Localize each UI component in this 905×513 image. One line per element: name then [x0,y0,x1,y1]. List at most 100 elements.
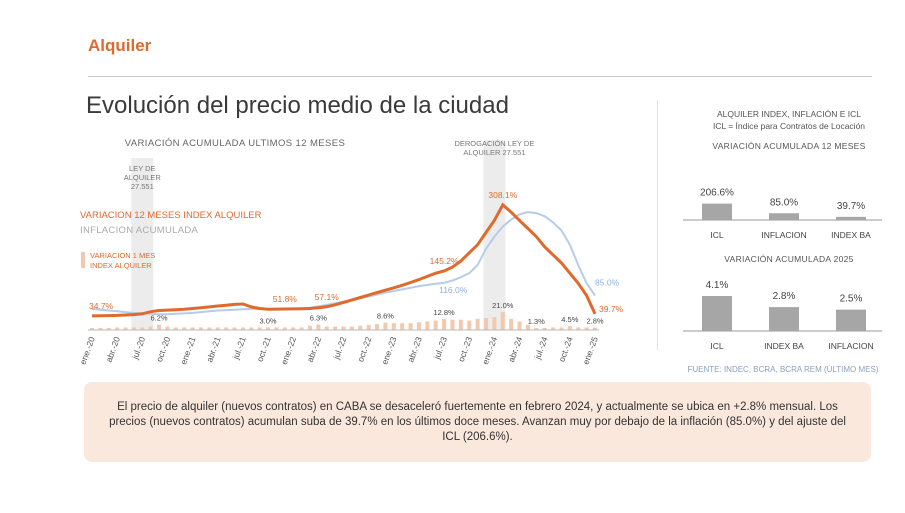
monthly-bar-label: 6.3% [310,314,327,323]
monthly-bar [542,328,547,330]
monthly-bar [366,324,371,330]
monthly-bar [559,327,564,330]
monthly-bar [509,318,514,330]
inflation-label: 85.0% [595,277,620,287]
monthly-bar [90,328,94,330]
monthly-bar [408,323,413,330]
index-label: 39.7% [599,304,624,314]
comparison-bar [769,213,799,220]
comparison-bar [702,296,732,331]
monthly-bar [266,327,271,330]
annotation-label: DEROGACIÓN LEY DE ALQUILER 27.551 [454,139,534,157]
monthly-bar-label: 8.6% [377,312,394,321]
bar-value-label: 206.6% [700,188,734,199]
bar-value-label: 85.0% [770,197,798,208]
index-label: 51.8% [273,294,298,304]
annotation-band [483,140,506,330]
monthly-bar [475,318,480,330]
monthly-bar [525,324,530,330]
line-chart-title: VARIACIÓN ACUMULADA ULTIMOS 12 MESES [125,138,345,149]
monthly-bar [500,312,505,330]
monthly-bar [551,327,556,330]
monthly-bar [576,327,581,330]
monthly-bar [299,327,304,330]
annotation-label: LEY DE ALQUILER 27.551 [124,164,162,191]
monthly-bar [274,327,279,330]
monthly-bar [593,327,597,330]
monthly-bar [240,327,245,330]
bar-value-label: 39.7% [837,201,865,212]
monthly-bar [307,325,312,330]
legend-index: VARIACION 12 MESES INDEX ALQUILER [80,210,262,221]
monthly-bar [492,317,497,330]
monthly-bar [450,319,455,330]
monthly-bar [349,326,354,330]
index-line [91,202,597,318]
bar-category-label: INDEX BA [764,341,804,351]
monthly-bar [341,326,346,330]
bar-category-label: INFLACION [761,230,806,240]
summary-text: El precio de alquiler (nuevos contratos)… [109,400,846,443]
section-title: Alquiler [88,36,152,55]
monthly-bar [333,326,338,330]
panel-divider [657,100,658,350]
legend-monthly: VARIACION 1 MES [90,251,155,260]
monthly-bar [190,327,195,330]
monthly-bar [534,328,539,330]
monthly-bar [425,321,430,330]
top-divider [88,76,872,77]
monthly-bar [484,318,489,330]
bar-value-label: 2.5% [840,294,863,305]
legend-inflation: INFLACION ACUMULADA [80,225,199,236]
monthly-bar [584,327,589,330]
inflation-label: 116.0% [439,285,468,295]
monthly-bar [391,323,396,330]
bar-category-label: INFLACION [828,341,873,351]
monthly-bar [433,320,438,330]
right-subheader: ICL = Índice para Contratos de Locación [713,121,865,131]
monthly-bar [232,327,237,330]
monthly-bar-label: 3.0% [259,316,276,325]
monthly-bar [383,322,388,330]
bar-category-label: INDEX BA [831,230,871,240]
monthly-bar [123,327,128,330]
monthly-bar [140,327,145,330]
monthly-bar [157,324,162,330]
comparison-bar [836,309,866,331]
monthly-bar [165,326,170,330]
monthly-bar [224,327,229,330]
monthly-bar [291,327,296,330]
monthly-bar-label: 4.5% [561,315,578,324]
legend-monthly: INDEX ALQUILER [90,261,152,270]
comparison-bar [769,307,799,331]
monthly-bar-label: 21.0% [492,301,514,310]
index-label: 145.2% [430,256,459,266]
monthly-bar [106,328,111,330]
monthly-bar [316,324,321,330]
index-label: 34.7% [89,301,114,311]
monthly-bar [98,328,103,330]
bar-chart-title: VARIACIÓN ACUMULADA 12 MESES [712,141,865,151]
monthly-bar [458,319,463,330]
monthly-bar [198,327,203,330]
monthly-bar [131,327,136,330]
page-title: Evolución del precio medio de la ciudad [86,92,509,119]
bar-category-label: ICL [710,230,724,240]
comparison-bar [836,216,866,220]
right-header: ALQUILER INDEX, INFLACIÓN E ICL [717,109,861,119]
monthly-bar [375,324,380,330]
bar-category-label: ICL [710,341,724,351]
monthly-bar [442,319,447,330]
monthly-bar [416,322,421,330]
monthly-bar [182,327,187,330]
monthly-bar [282,327,287,330]
index-label: 308.1% [488,190,517,200]
monthly-bar [517,321,522,330]
monthly-bar-label: 1.3% [528,317,545,326]
monthly-bar [567,326,572,330]
comparison-bar [702,203,732,220]
annotation-band [131,158,154,330]
monthly-bar [115,327,120,330]
